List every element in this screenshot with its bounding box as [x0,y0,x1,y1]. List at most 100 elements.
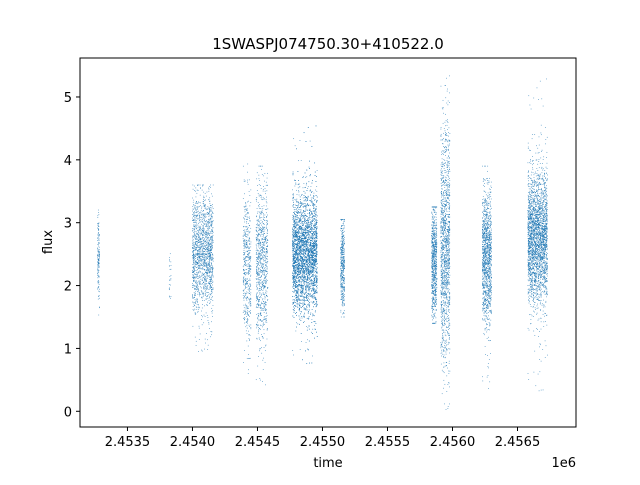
data-point [260,282,261,284]
data-point [195,340,197,342]
data-point [244,273,246,275]
data-point [307,270,309,271]
data-point [98,257,100,259]
data-point [244,278,246,280]
data-point [247,255,249,256]
data-point [202,296,204,298]
data-point [250,292,252,294]
data-point [205,245,207,247]
data-point [294,281,296,282]
data-point [197,211,198,213]
data-point [299,248,301,250]
data-point [198,184,200,186]
data-point [208,270,210,272]
data-point [265,261,267,263]
data-point [244,230,246,232]
data-point [207,243,209,244]
data-point [246,269,248,270]
data-point [245,284,246,285]
data-point [242,266,244,268]
data-point [170,284,171,286]
data-point [256,338,258,340]
data-point [203,243,205,245]
data-point [207,245,209,247]
data-point [210,249,212,251]
data-point [265,259,266,261]
data-point [244,206,246,208]
data-point [201,297,203,299]
data-point [305,205,307,207]
data-point [295,287,297,289]
data-point [210,331,212,332]
data-point [312,314,314,315]
data-point [246,210,247,211]
data-point [247,163,249,165]
data-point [257,325,259,326]
data-point [242,236,244,237]
data-point [205,234,207,236]
data-point [212,287,214,289]
data-point [264,316,266,317]
data-point [258,299,260,301]
data-point [308,293,310,295]
data-point [203,265,205,267]
data-point [199,292,200,294]
data-point [211,224,213,226]
data-point [211,230,213,232]
data-point [203,282,204,283]
data-point [248,240,250,241]
data-point [203,223,205,225]
data-point [202,230,203,231]
data-point [201,254,202,256]
data-point [264,248,266,250]
data-point [195,260,197,262]
data-point [266,232,268,234]
data-point [266,235,268,237]
data-point [315,221,317,223]
data-point [210,220,212,222]
data-point [211,224,213,225]
data-point [211,229,213,231]
data-point [257,234,259,236]
data-point [261,198,263,200]
data-point [203,253,205,254]
data-point [201,245,203,247]
data-point [243,218,245,219]
data-point [200,230,202,232]
data-point [211,331,213,333]
data-point [244,350,245,351]
data-point [243,245,245,246]
data-point [299,276,300,277]
data-point [210,263,212,265]
data-point [98,212,100,214]
data-point [201,253,203,255]
data-point [206,221,208,223]
data-point [265,217,267,218]
data-point [262,257,264,258]
data-point [200,247,201,249]
data-point [207,243,209,245]
data-point [196,283,198,285]
data-point [248,179,250,181]
data-point [199,251,201,253]
data-point [210,184,212,186]
data-point [198,263,199,265]
data-point [209,257,211,258]
data-point [193,260,194,262]
data-point [202,253,204,254]
data-point [198,268,199,269]
data-point [207,206,209,207]
data-point [265,301,266,303]
data-point [256,298,258,300]
data-point [212,220,214,221]
data-point [210,255,212,256]
data-point [248,230,249,232]
data-point [208,283,210,284]
data-point [194,247,196,248]
data-point [200,247,201,249]
data-point [248,241,250,242]
data-point [245,293,247,295]
data-point [199,234,201,236]
data-point [245,264,246,266]
data-point [256,252,258,254]
